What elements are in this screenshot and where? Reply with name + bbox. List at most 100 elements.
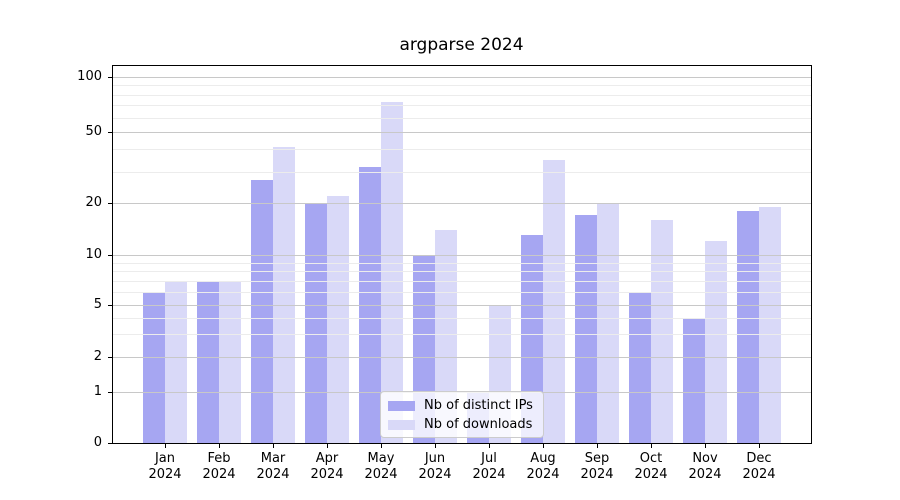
x-tick-label-dec: Dec 2024	[729, 451, 789, 483]
gridline-minor-7	[112, 280, 811, 282]
x-tick-year-jan: 2024	[148, 467, 182, 482]
gridline-minor-80	[112, 94, 811, 96]
y-tick-label-100: 100	[77, 68, 102, 84]
x-tick-label-jan: Jan 2024	[135, 451, 195, 483]
x-tick-month-apr: Apr	[315, 451, 339, 466]
legend-label-distinct-ips: Nb of distinct IPs	[424, 398, 533, 413]
bar-downloads-oct	[651, 219, 673, 443]
gridline-50	[112, 132, 811, 133]
gridline-5	[112, 305, 811, 306]
x-tick-year-mar: 2024	[256, 467, 290, 482]
x-tick-year-aug: 2024	[526, 467, 560, 482]
y-tick-mark-1	[108, 391, 112, 393]
bar-distinct-ips-jan	[143, 291, 165, 443]
x-tick-label-feb: Feb 2024	[189, 451, 249, 483]
x-tick-label-may: May 2024	[351, 451, 411, 483]
axis-spine-bottom	[112, 443, 812, 444]
x-tick-year-jul: 2024	[472, 467, 506, 482]
y-tick-label-5: 5	[93, 297, 102, 312]
bar-distinct-ips-mar	[251, 179, 273, 443]
bar-downloads-mar	[273, 147, 295, 443]
chart-title: argparse 2024	[399, 35, 524, 55]
gridline-2	[112, 356, 811, 358]
x-tick-mark-sep	[597, 444, 598, 448]
x-tick-year-apr: 2024	[310, 467, 344, 482]
gridlines-layer	[112, 65, 811, 443]
x-tick-year-sep: 2024	[580, 467, 614, 482]
gridline-10	[112, 255, 811, 256]
y-tick-mark-0	[108, 443, 112, 444]
y-tick-mark-20	[108, 203, 112, 205]
x-tick-label-sep: Sep 2024	[567, 451, 627, 483]
x-tick-month-jan: Jan	[154, 451, 176, 466]
x-tick-year-nov: 2024	[688, 467, 722, 482]
x-tick-mark-aug	[543, 444, 544, 448]
x-tick-label-mar: Mar 2024	[243, 451, 303, 483]
y-tick-label-2: 2	[93, 348, 102, 364]
x-tick-label-apr: Apr 2024	[297, 451, 357, 483]
x-tick-year-dec: 2024	[742, 467, 776, 482]
bar-distinct-ips-oct	[629, 291, 651, 443]
axis-spine-top	[112, 65, 812, 66]
axis-spine-left	[112, 65, 113, 444]
x-tick-year-jun: 2024	[418, 467, 452, 482]
x-tick-label-jul: Jul 2024	[459, 451, 519, 483]
x-tick-month-oct: Oct	[639, 451, 663, 466]
x-tick-year-oct: 2024	[634, 467, 668, 482]
gridline-minor-60	[112, 117, 811, 119]
x-tick-month-jul: Jul	[481, 451, 497, 466]
y-tick-mark-2	[108, 356, 112, 358]
x-tick-mark-may	[381, 444, 382, 448]
x-tick-mark-feb	[219, 444, 220, 448]
x-tick-month-jun: Jun	[424, 451, 446, 466]
x-tick-mark-mar	[273, 444, 274, 448]
x-tick-label-oct: Oct 2024	[621, 451, 681, 483]
bar-downloads-apr	[327, 195, 349, 443]
legend-swatch-distinct-ips	[388, 400, 415, 411]
gridline-minor-70	[112, 105, 811, 107]
x-tick-month-sep: Sep	[584, 451, 610, 466]
legend: Nb of distinct IPs Nb of downloads	[380, 391, 544, 438]
y-tick-mark-100	[108, 76, 112, 78]
axis-spine-right	[811, 65, 812, 444]
x-tick-mark-nov	[705, 444, 706, 448]
x-tick-month-dec: Dec	[746, 451, 772, 466]
bar-downloads-feb	[219, 280, 241, 443]
legend-item-distinct-ips: Nb of distinct IPs	[381, 396, 543, 415]
bar-downloads-dec	[759, 207, 781, 443]
x-tick-year-may: 2024	[364, 467, 398, 482]
y-tick-label-0: 0	[93, 435, 102, 450]
bar-downloads-jun	[435, 229, 457, 443]
x-tick-mark-jul	[489, 444, 490, 448]
y-tick-label-20: 20	[85, 195, 102, 211]
y-tick-mark-50	[108, 132, 112, 133]
x-tick-month-may: May	[367, 451, 395, 466]
gridline-minor-4	[112, 317, 811, 319]
gridline-minor-90	[112, 85, 811, 87]
x-tick-mark-jun	[435, 444, 436, 448]
x-tick-mark-apr	[327, 444, 328, 448]
bar-downloads-aug	[543, 159, 565, 443]
gridline-100	[112, 76, 811, 78]
bar-distinct-ips-feb	[197, 280, 219, 443]
legend-item-downloads: Nb of downloads	[381, 415, 543, 434]
bar-distinct-ips-nov	[683, 317, 705, 443]
y-tick-label-1: 1	[93, 383, 102, 399]
bar-downloads-may	[381, 101, 403, 443]
y-tick-label-50: 50	[85, 124, 102, 139]
x-tick-mark-oct	[651, 444, 652, 448]
y-tick-label-10: 10	[85, 247, 102, 262]
gridline-minor-9	[112, 262, 811, 264]
gridline-minor-8	[112, 271, 811, 273]
y-tick-mark-10	[108, 255, 112, 256]
gridline-minor-3	[112, 333, 811, 335]
x-tick-mark-dec	[759, 444, 760, 448]
bar-distinct-ips-dec	[737, 211, 759, 443]
bar-distinct-ips-sep	[575, 215, 597, 443]
gridline-minor-40	[112, 149, 811, 151]
x-tick-mark-jan	[165, 444, 166, 448]
gridline-20	[112, 203, 811, 205]
x-tick-month-aug: Aug	[530, 451, 556, 466]
legend-swatch-downloads	[388, 419, 415, 430]
x-tick-label-nov: Nov 2024	[675, 451, 735, 483]
